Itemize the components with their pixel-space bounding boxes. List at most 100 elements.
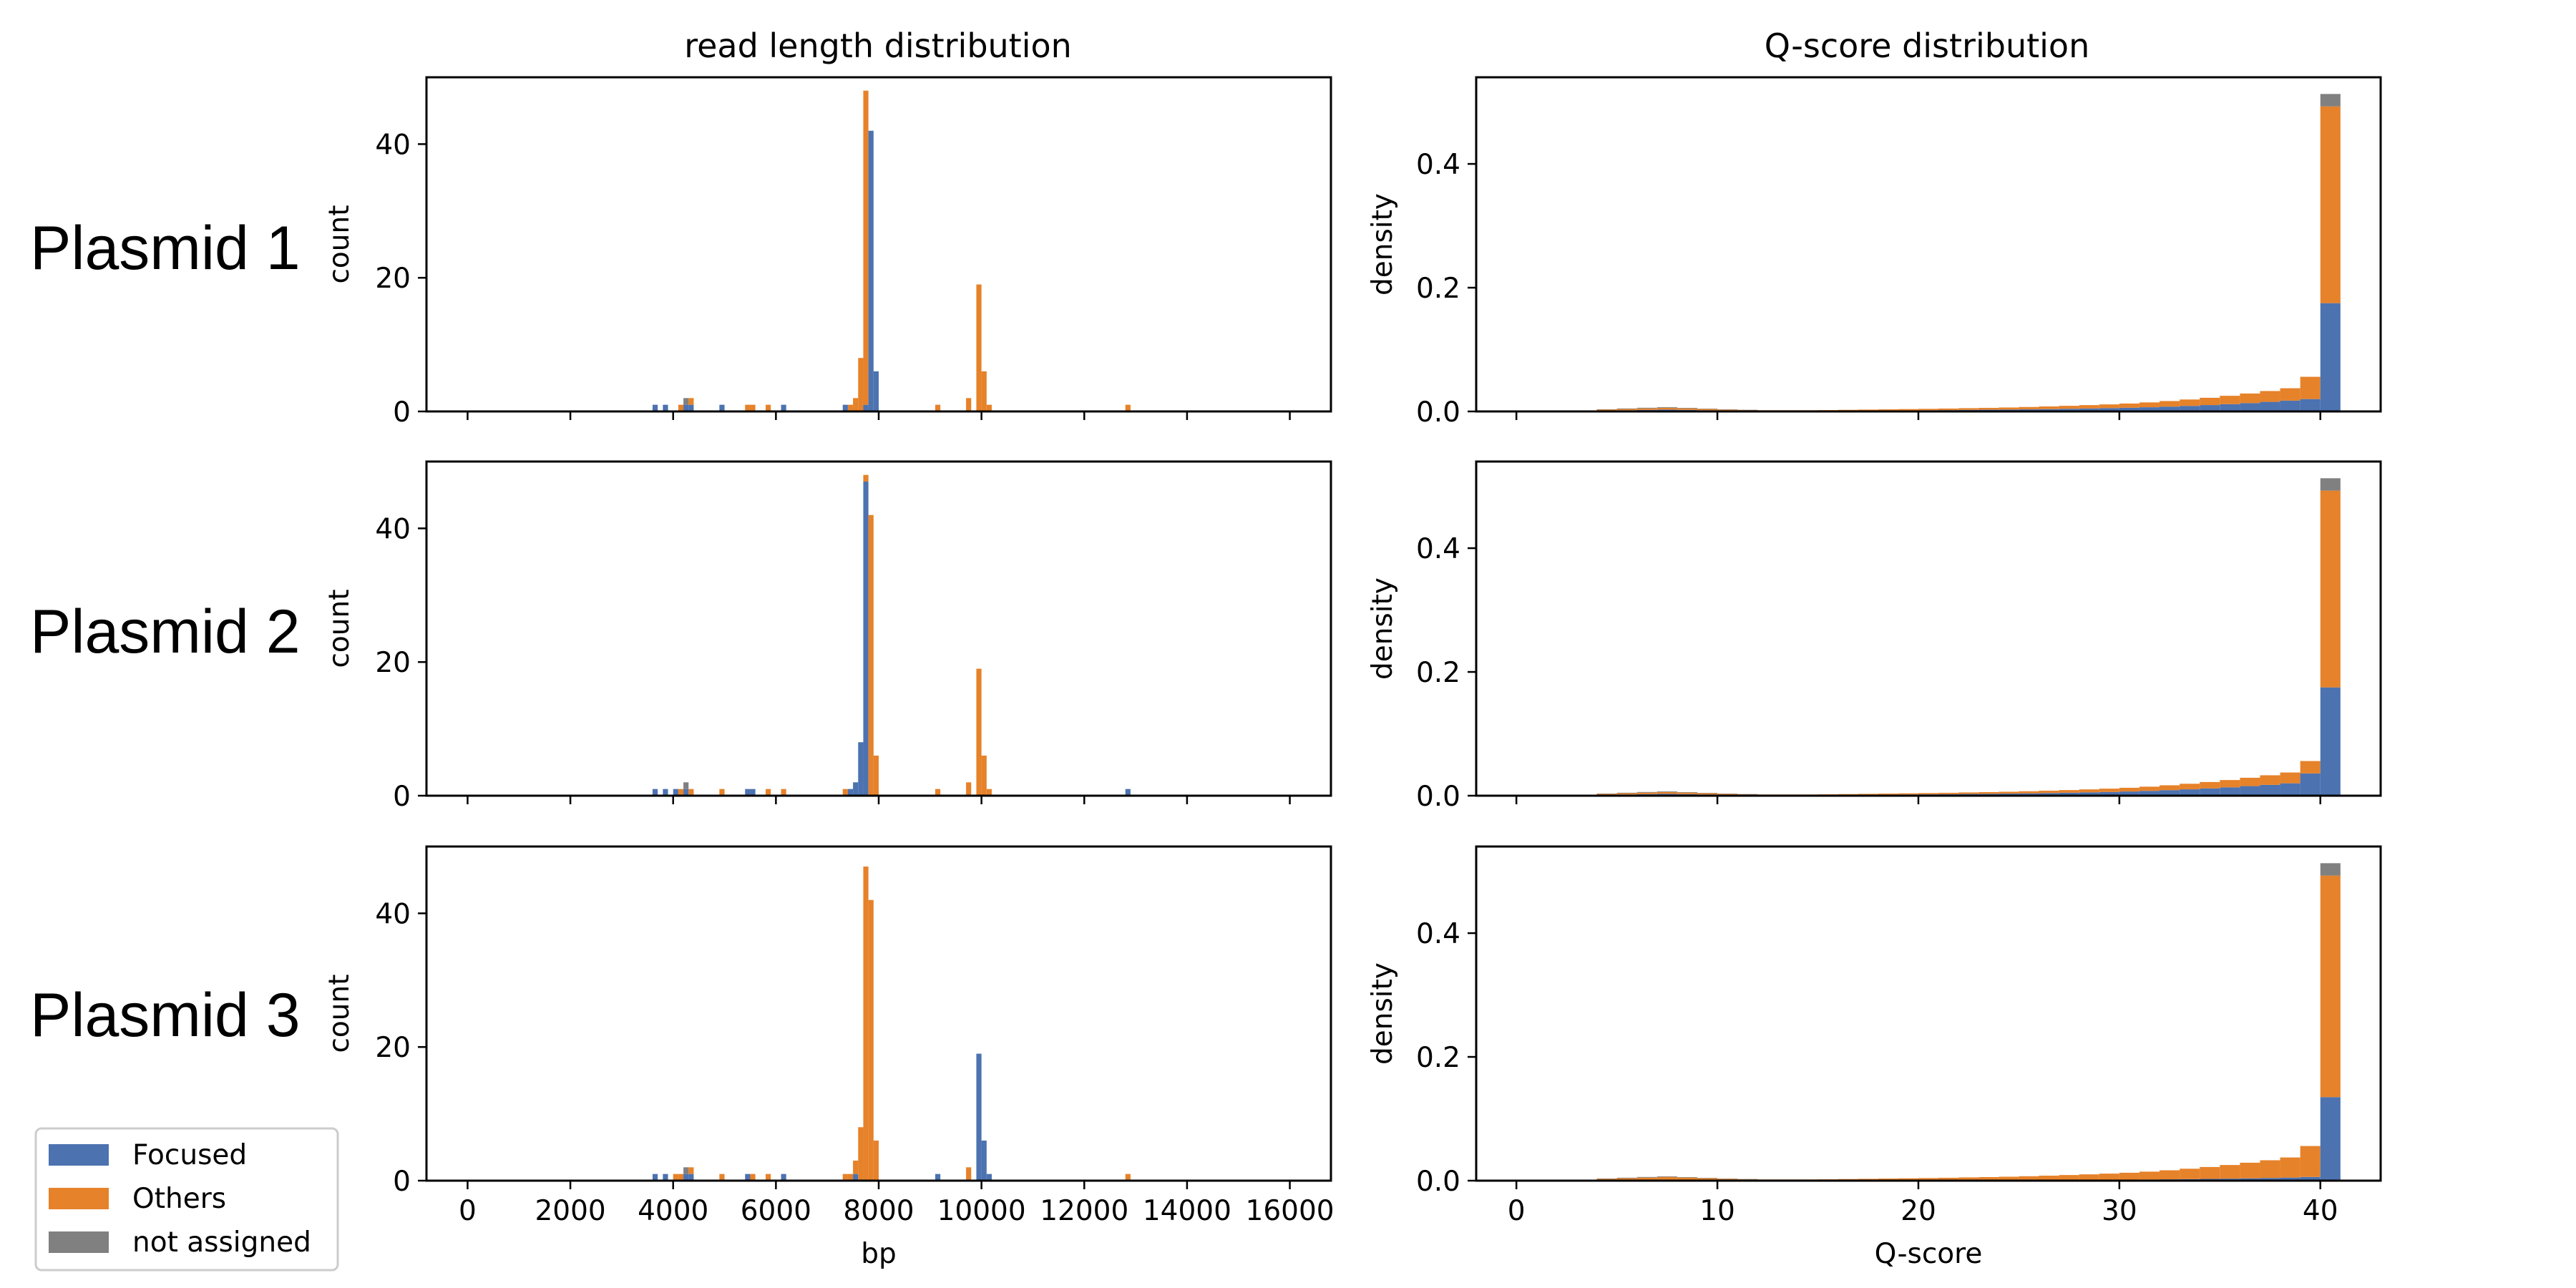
bar-others [858, 1127, 864, 1181]
bar-others [2220, 1165, 2240, 1179]
y-axis-label: density [1367, 193, 1399, 296]
bar-others [863, 90, 869, 405]
bar-focused [2059, 409, 2079, 411]
bar-others [2139, 786, 2160, 791]
bar-others [673, 1174, 678, 1181]
x-tick-label: 10000 [937, 1195, 1026, 1227]
bar-focused [2059, 792, 2079, 796]
bar-others [2160, 785, 2180, 791]
bar-focused [2039, 409, 2059, 411]
bar-focused [2119, 791, 2140, 796]
bar-others [1657, 1176, 1677, 1181]
y-axis-label: density [1367, 577, 1399, 680]
x-tick-label: 6000 [741, 1195, 811, 1227]
bar-others [873, 1140, 879, 1181]
bar-focused [2320, 1097, 2341, 1181]
bar-focused [853, 782, 859, 796]
bar-focused [2300, 399, 2321, 411]
bar-not-assigned [1677, 791, 1697, 793]
bar-focused [683, 1174, 689, 1181]
bar-others [719, 1174, 725, 1181]
bar-others [1616, 793, 1637, 795]
bar-focused [2280, 1177, 2301, 1181]
bar-others [1898, 409, 1918, 411]
bar-focused [745, 789, 751, 796]
bar-focused [976, 1053, 982, 1181]
x-tick-label: 20 [1901, 1195, 1936, 1227]
bar-focused [2079, 792, 2099, 796]
bar-focused [2180, 406, 2200, 411]
bar-focused [2320, 687, 2341, 796]
bar-others [1918, 1178, 1939, 1181]
bar-focused [1125, 789, 1131, 796]
legend-label-others: Others [132, 1183, 226, 1215]
bar-others [2039, 406, 2059, 409]
bar-others [2119, 403, 2140, 408]
bar-focused [2099, 791, 2119, 796]
bar-others [1125, 1174, 1131, 1181]
y-tick-label: 40 [375, 129, 411, 161]
bar-others [678, 789, 684, 796]
bar-focused [2240, 1178, 2260, 1181]
bar-others [2300, 1146, 2321, 1177]
legend-label-focused: Focused [132, 1139, 247, 1171]
x-tick-label: 0 [1508, 1195, 1526, 1227]
x-tick-label: 2000 [535, 1195, 605, 1227]
bar-others [1737, 794, 1758, 795]
bar-focused [2220, 404, 2240, 411]
bar-others [2139, 1171, 2160, 1180]
bar-focused [750, 789, 756, 796]
legend: Focused Others not assigned [34, 1127, 339, 1272]
bar-others [1938, 1177, 1959, 1181]
bar-others [2260, 1160, 2280, 1179]
bar-others [1677, 1177, 1697, 1181]
bar-focused [719, 404, 725, 411]
bar-others [1999, 1176, 2019, 1181]
x-tick-label: 0 [459, 1195, 477, 1227]
bar-others [1677, 792, 1697, 794]
legend-swatch-others [49, 1188, 109, 1209]
x-tick-label: 4000 [638, 1195, 708, 1227]
bar-others [1898, 793, 1918, 795]
bar-focused [688, 1174, 694, 1181]
bar-others [986, 789, 992, 796]
bar-not-assigned [1616, 1177, 1637, 1179]
bar-others [863, 474, 869, 482]
y-tick-label: 0.4 [1416, 533, 1460, 565]
y-tick-label: 0 [393, 396, 411, 429]
bar-focused [2160, 406, 2180, 411]
bar-others [2220, 780, 2240, 788]
y-tick-label: 0.4 [1416, 918, 1460, 950]
bar-others [1838, 794, 1858, 795]
y-tick-label: 20 [375, 263, 411, 295]
bar-others [1636, 792, 1657, 794]
bar-focused [2019, 793, 2039, 796]
y-tick-label: 0.2 [1416, 657, 1460, 689]
bar-not-assigned [1737, 1179, 1758, 1180]
bar-others [1677, 408, 1697, 410]
bar-others [976, 668, 982, 796]
bar-others [1958, 792, 1979, 794]
bars [653, 867, 1131, 1181]
bar-others [2320, 106, 2341, 303]
bar-focused [781, 1174, 786, 1181]
bar-others [863, 867, 869, 1181]
bar-others [750, 1174, 756, 1181]
x-tick-label: 12000 [1040, 1195, 1128, 1227]
bar-others [688, 789, 694, 796]
bar-others [2220, 396, 2240, 404]
bar-others [2099, 1174, 2119, 1180]
bar-focused [863, 404, 869, 411]
y-tick-label: 20 [375, 647, 411, 679]
bar-others [1657, 407, 1677, 410]
panel-length-1: 0 20 40 count [323, 76, 1332, 429]
bar-focused [858, 742, 864, 796]
x-tick-label: 10 [1699, 1195, 1735, 1227]
bar-others [1898, 1178, 1918, 1181]
y-tick-label: 40 [375, 898, 411, 930]
y-tick-label: 0 [393, 781, 411, 813]
bar-others [2280, 772, 2301, 784]
bar-not-assigned [683, 1167, 689, 1174]
bar-not-assigned [1717, 409, 1738, 410]
bar-others [842, 789, 848, 796]
